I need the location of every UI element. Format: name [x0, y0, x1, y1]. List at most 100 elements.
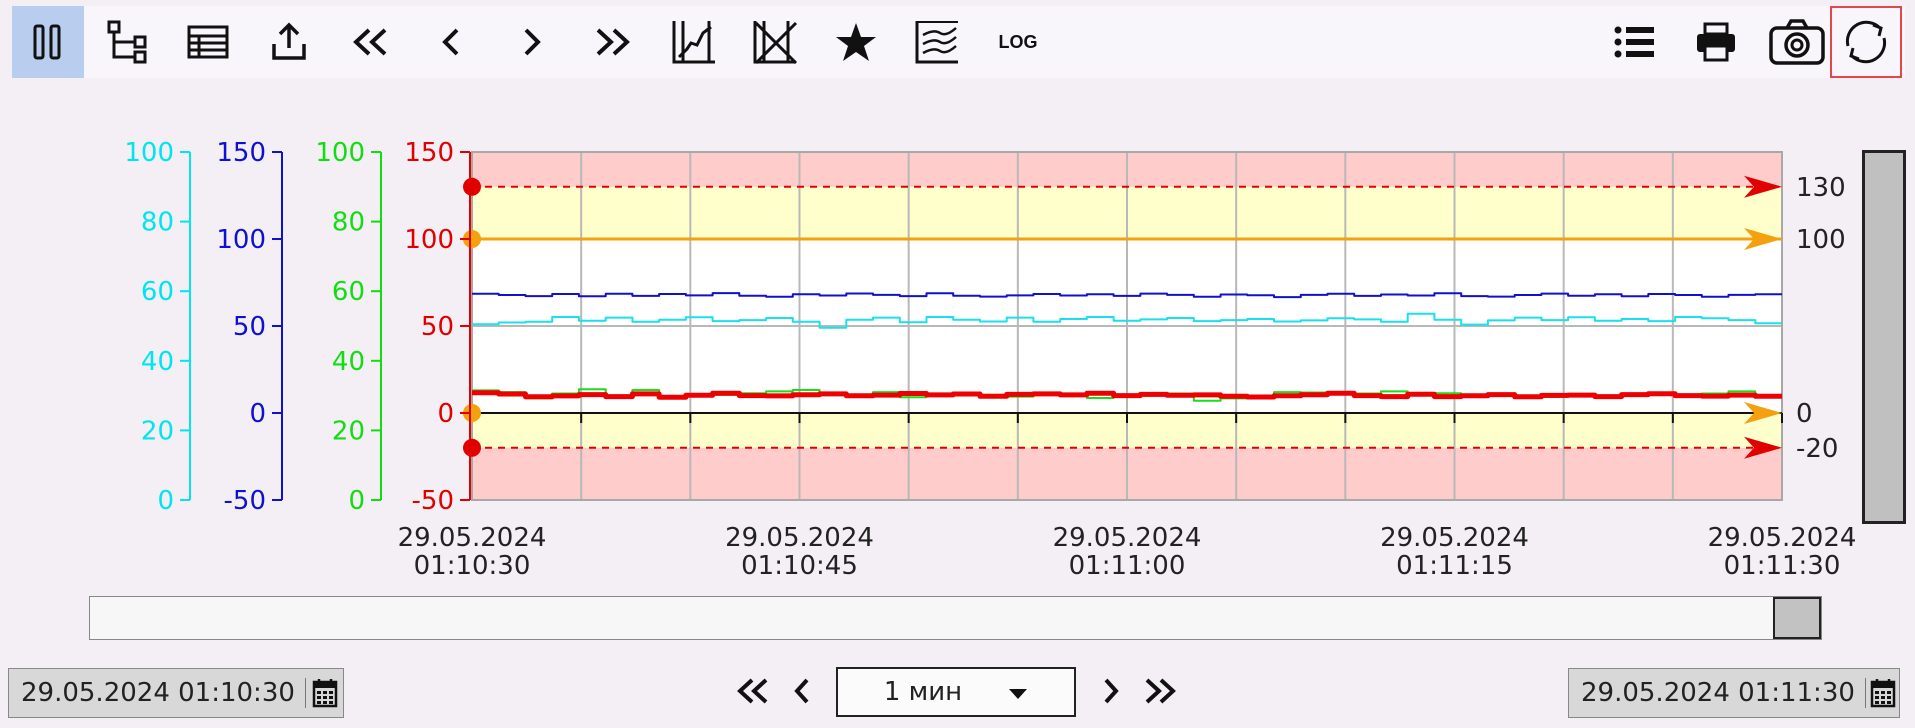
y-axis-tick-label: 0	[348, 486, 365, 516]
period-first-button[interactable]	[733, 668, 773, 718]
x-tick-time: 01:11:15	[1396, 551, 1513, 581]
period-prev-button[interactable]	[782, 668, 822, 718]
y-axis-tick-label: 20	[332, 416, 365, 446]
print-button[interactable]	[1680, 6, 1752, 78]
double-chevron-right-icon	[594, 27, 632, 57]
y-axis-tick-label: 20	[141, 416, 174, 446]
chart-fit-icon	[671, 19, 717, 65]
star-icon	[834, 21, 878, 63]
start-date-value[interactable]: 29.05.2024 01:10:30	[21, 678, 295, 708]
camera-icon	[1769, 18, 1825, 66]
limit-marker	[463, 177, 481, 196]
series-line	[472, 390, 1782, 400]
pause-button[interactable]	[12, 6, 84, 78]
refresh-button[interactable]	[1830, 6, 1902, 78]
end-date-field[interactable]: 29.05.2024 01:11:30	[1568, 668, 1900, 718]
series-line	[472, 292, 1782, 299]
calendar-icon[interactable]	[306, 678, 343, 708]
chevron-right-icon	[1101, 677, 1121, 709]
chevron-right-icon	[521, 27, 543, 57]
limit-label: -20	[1796, 434, 1838, 464]
favorite-button[interactable]	[820, 6, 892, 78]
calendar-icon[interactable]	[1866, 678, 1899, 708]
y-axis-tick-label: 100	[315, 138, 365, 168]
y-axis-tick-label: 60	[141, 277, 174, 307]
trend-chart: 100806040200150100500-501008060402001501…	[124, 138, 1857, 581]
y-axis-tick-label: 0	[437, 399, 454, 429]
limit-arrow	[1744, 402, 1782, 424]
chevron-left-icon	[792, 677, 812, 709]
log-scale-button[interactable]: LOG	[982, 6, 1054, 78]
start-date-divider	[304, 678, 307, 708]
tree-icon	[107, 20, 149, 64]
screenshot-button[interactable]	[1761, 6, 1833, 78]
clear-chart-button[interactable]	[739, 6, 811, 78]
x-tick-date: 29.05.2024	[398, 523, 547, 553]
x-tick-time: 01:10:30	[414, 551, 531, 581]
last-page-button[interactable]	[577, 6, 649, 78]
limit-label: 100	[1796, 225, 1846, 255]
period-dropdown[interactable]: 1 мин	[836, 667, 1076, 717]
x-tick-date: 29.05.2024	[1380, 523, 1529, 553]
time-scrollbar-thumb[interactable]	[1773, 597, 1821, 639]
time-scrollbar[interactable]	[89, 596, 1822, 640]
y-axis-tick-label: -50	[412, 486, 454, 516]
end-date-value[interactable]: 29.05.2024 01:11:30	[1581, 678, 1855, 708]
y-axis-tick-label: 40	[332, 347, 365, 377]
chart-clear-icon	[752, 19, 798, 65]
y-axis-tick-label: 100	[216, 225, 266, 255]
y-axis-tick-label: 0	[157, 486, 174, 516]
plot-border	[471, 151, 1783, 501]
limit-marker	[463, 404, 481, 422]
stacked-view-button[interactable]	[901, 6, 973, 78]
table-icon	[187, 25, 229, 59]
chevron-left-icon	[440, 27, 462, 57]
double-chevron-right-icon	[1142, 677, 1178, 709]
legend-button[interactable]	[1599, 6, 1671, 78]
x-tick-date: 29.05.2024	[725, 523, 874, 553]
y-axis-tick-label: -50	[224, 486, 266, 516]
tree-view-button[interactable]	[92, 6, 164, 78]
period-next-button[interactable]	[1091, 668, 1131, 718]
limit-arrow	[1744, 175, 1782, 198]
upload-icon	[271, 22, 307, 62]
limit-arrow	[1744, 228, 1782, 250]
x-tick-time: 01:11:30	[1724, 551, 1841, 581]
chart-stacked-icon	[914, 19, 960, 65]
export-button[interactable]	[253, 6, 325, 78]
start-date-field[interactable]: 29.05.2024 01:10:30	[8, 668, 344, 718]
y-axis-tick-label: 80	[141, 208, 174, 238]
next-button[interactable]	[496, 6, 568, 78]
y-axis-tick-label: 40	[141, 347, 174, 377]
series-line	[472, 312, 1782, 329]
double-chevron-left-icon	[735, 677, 771, 709]
printer-icon	[1695, 22, 1737, 62]
limit-label: 0	[1796, 399, 1813, 429]
x-tick-time: 01:10:45	[741, 551, 858, 581]
previous-button[interactable]	[415, 6, 487, 78]
vertical-scrollbar[interactable]	[1862, 150, 1906, 524]
first-page-button[interactable]	[334, 6, 406, 78]
y-axis-tick-label: 150	[404, 138, 454, 168]
x-tick-date: 29.05.2024	[1708, 523, 1857, 553]
table-view-button[interactable]	[172, 6, 244, 78]
pause-icon	[33, 24, 63, 60]
fit-chart-button[interactable]	[658, 6, 730, 78]
y-axis-tick-label: 60	[332, 277, 365, 307]
y-axis-tick-label: 50	[421, 312, 454, 342]
caret-down-icon	[1008, 677, 1028, 707]
limit-label: 130	[1796, 173, 1846, 203]
y-axis-tick-label: 0	[249, 399, 266, 429]
x-tick-date: 29.05.2024	[1053, 523, 1202, 553]
toolbar: LOG	[12, 6, 1905, 78]
period-last-button[interactable]	[1140, 668, 1180, 718]
log-scale-label: LOG	[998, 31, 1038, 52]
list-icon	[1614, 25, 1656, 59]
y-axis-tick-label: 100	[124, 138, 174, 168]
y-axis-tick-label: 80	[332, 208, 365, 238]
y-axis-tick-label: 150	[216, 138, 266, 168]
double-chevron-left-icon	[351, 27, 389, 57]
period-value: 1 мин	[883, 677, 963, 707]
end-date-divider	[1864, 678, 1867, 708]
x-tick-time: 01:11:00	[1069, 551, 1186, 581]
